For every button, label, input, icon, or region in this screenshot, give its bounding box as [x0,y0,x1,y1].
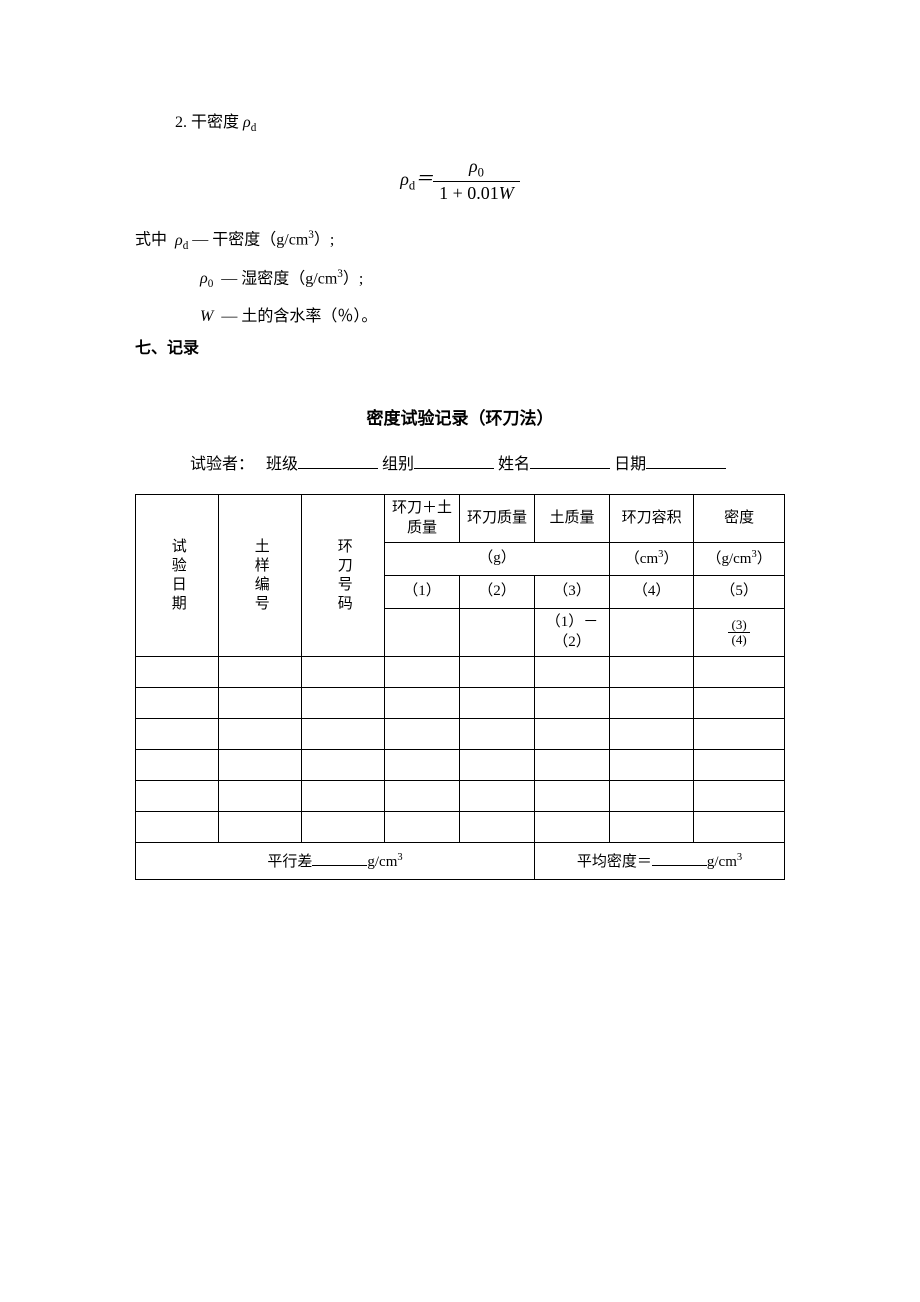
unit-g: （g） [385,543,610,576]
formula-rho-d: ρd＝ρ01 + 0.01W [135,156,785,205]
col-num-4: （4） [610,576,694,609]
table-row [136,657,785,688]
col-f5: (3)(4) [694,609,785,657]
table-row [136,719,785,750]
group-blank[interactable] [414,452,494,469]
col-num-1: （1） [385,576,460,609]
tester-line: 试验者： 班级 组别 姓名 日期 [135,452,785,478]
parallel-diff-blank[interactable] [312,850,367,866]
group-label: 组别 [382,456,414,473]
name-label: 姓名 [498,456,530,473]
defs-lead: 式中 [135,232,167,249]
header-row-1: 试验日期 土样编号 环刀号码 环刀＋土质量 环刀质量 土质量 环刀容积 密度 [136,495,785,543]
col-test-date: 试验日期 [136,495,219,657]
table-row [136,781,785,812]
record-table: 试验日期 土样编号 环刀号码 环刀＋土质量 环刀质量 土质量 环刀容积 密度 （… [135,494,785,880]
def-line-2: ρ0 — 湿密度（g/cm3）; [135,266,785,294]
h-ring-mass: 环刀质量 [460,495,535,543]
def-line-1: 式中 ρd — 干密度（g/cm3）; [135,227,785,255]
table-row [136,688,785,719]
h-soil-mass: 土质量 [535,495,610,543]
col-f4 [610,609,694,657]
h-density: 密度 [694,495,785,543]
rho-d-symbol: ρd [243,114,256,131]
h-ring-soil-mass: 环刀＋土质量 [385,495,460,543]
col-f1 [385,609,460,657]
section-7-heading: 七、记录 [135,336,785,362]
col-num-2: （2） [460,576,535,609]
col-num-5: （5） [694,576,785,609]
item-2-number: 2. [175,114,187,131]
class-blank[interactable] [298,452,378,469]
col-ring-no: 环刀号码 [302,495,385,657]
col-sample-no: 土样编号 [219,495,302,657]
table-row [136,812,785,843]
name-blank[interactable] [530,452,610,469]
defs-block: 式中 ρd — 干密度（g/cm3）; ρ0 — 湿密度（g/cm3）; W —… [135,227,785,329]
h-ring-volume: 环刀容积 [610,495,694,543]
footer-avg-density: 平均密度＝g/cm3 [535,843,785,880]
date-blank[interactable] [646,452,726,469]
footer-row: 平行差g/cm3 平均密度＝g/cm3 [136,843,785,880]
def-line-3: W — 土的含水率（％）。 [135,304,785,330]
footer-parallel-diff: 平行差g/cm3 [136,843,535,880]
avg-density-blank[interactable] [652,850,707,866]
class-label: 班级 [266,456,298,473]
item-2-line: 2. 干密度 ρd [135,110,785,138]
unit-cm3: （cm3） [610,543,694,576]
item-2-label: 干密度 [191,114,239,131]
tester-label: 试验者： [190,456,254,473]
col-f2 [460,609,535,657]
table-title: 密度试验记录（环刀法） [135,405,785,432]
col-f3: （1）－（2） [535,609,610,657]
date-label: 日期 [614,456,646,473]
table-row [136,750,785,781]
unit-gcm3: （g/cm3） [694,543,785,576]
col-num-3: （3） [535,576,610,609]
